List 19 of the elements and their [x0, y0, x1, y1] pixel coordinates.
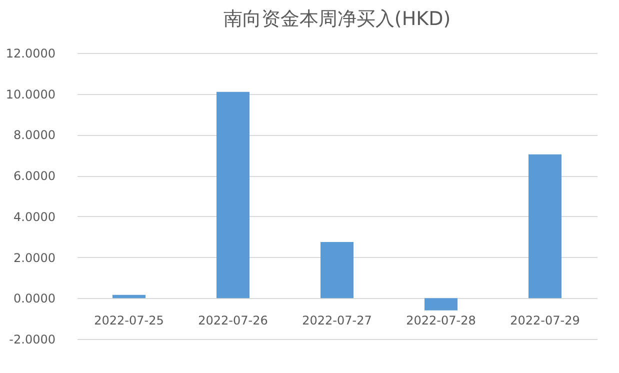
y-tick-label: -2.0000 [9, 332, 56, 346]
y-tick-label: 4.0000 [14, 210, 56, 224]
y-tick-label: 10.0000 [6, 87, 56, 102]
bar [216, 92, 250, 298]
bar [112, 294, 146, 298]
y-tick-label: 8.0000 [14, 128, 56, 142]
x-tick-label: 2022-07-26 [198, 314, 268, 328]
x-tick-label: 2022-07-27 [302, 314, 372, 328]
y-tick-label: 12.0000 [6, 46, 56, 60]
bar [320, 242, 354, 298]
x-tick-label: 2022-07-25 [94, 314, 164, 328]
y-tick-label: 0.0000 [14, 292, 56, 306]
x-tick-label: 2022-07-29 [510, 314, 580, 328]
bar [424, 298, 458, 310]
chart-title: 南向资金本周净买入(HKD) [223, 8, 451, 30]
bar [528, 154, 562, 298]
x-tick-label: 2022-07-28 [406, 314, 476, 328]
y-tick-label: 2.0000 [14, 250, 56, 265]
y-tick-label: 6.0000 [14, 169, 56, 184]
